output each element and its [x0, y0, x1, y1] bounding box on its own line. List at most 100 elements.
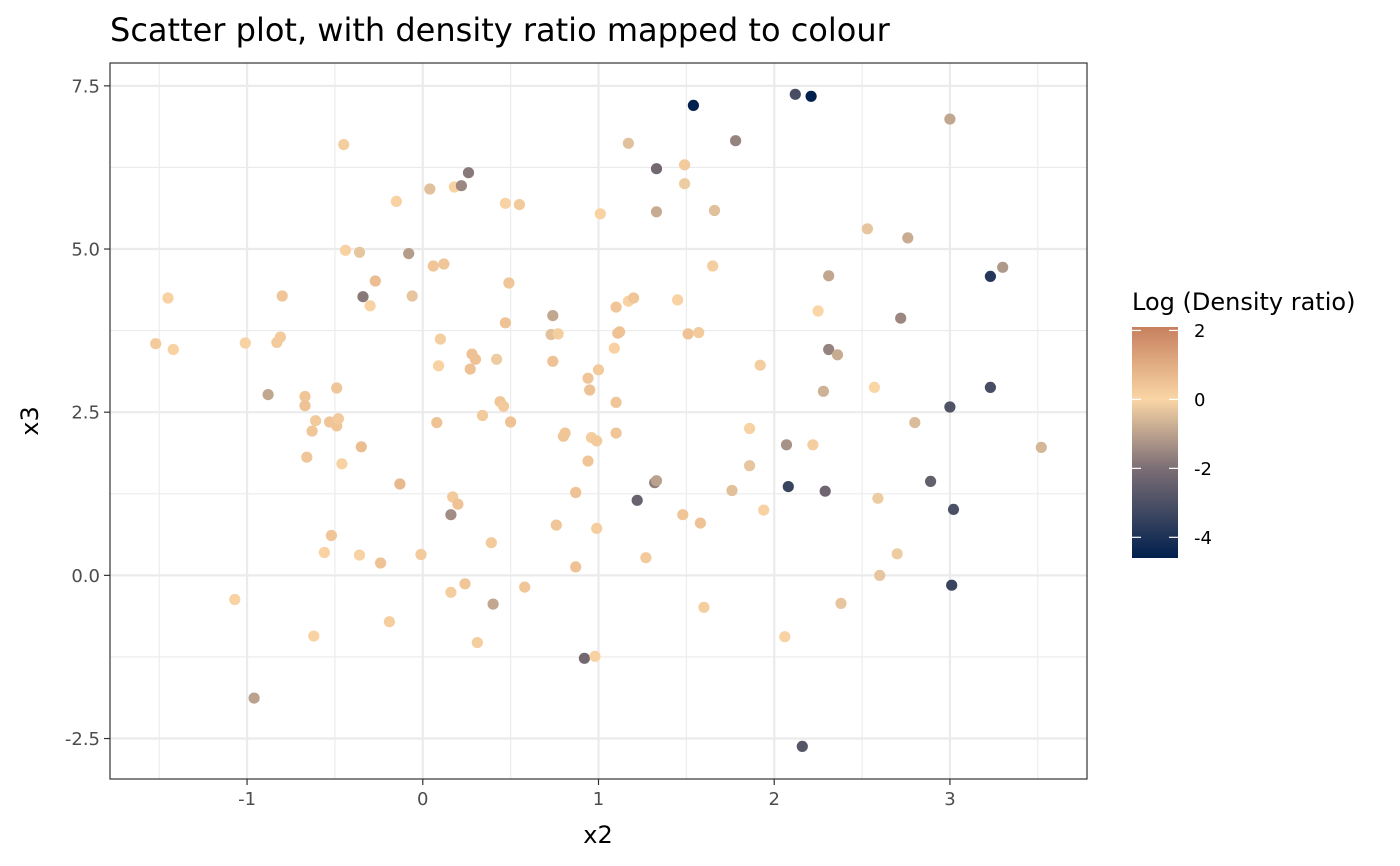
data-point — [779, 631, 791, 643]
data-point — [578, 652, 591, 664]
data-point — [505, 416, 517, 428]
data-point — [944, 401, 956, 413]
data-point — [262, 389, 274, 401]
y-tick-label: 5.0 — [71, 240, 100, 261]
data-point — [650, 206, 663, 218]
data-point — [471, 637, 483, 649]
data-point — [336, 458, 348, 470]
data-point — [591, 522, 603, 535]
data-point — [895, 312, 907, 324]
data-point — [610, 396, 622, 408]
data-point — [325, 529, 337, 542]
data-point — [476, 409, 489, 422]
data-point — [730, 135, 742, 147]
y-tick-label: 2.5 — [71, 403, 100, 424]
x-tick-label: -1 — [238, 789, 256, 810]
y-tick-label: 7.5 — [71, 76, 100, 97]
data-point — [485, 537, 497, 549]
data-point — [823, 270, 835, 282]
data-point — [744, 460, 756, 472]
data-point — [355, 441, 367, 453]
data-point — [427, 260, 439, 272]
data-point — [150, 338, 162, 350]
data-point — [782, 481, 794, 493]
data-point — [353, 246, 366, 258]
chart-title: Scatter plot, with density ratio mapped … — [110, 11, 891, 49]
data-point — [677, 509, 689, 521]
data-point — [499, 197, 511, 209]
legend-break-label: -2 — [1194, 459, 1212, 480]
x-axis-title: x2 — [583, 821, 612, 849]
data-point — [452, 498, 464, 510]
data-point — [383, 616, 395, 628]
data-point — [318, 546, 330, 559]
legend-break-label: -4 — [1194, 528, 1212, 549]
data-point — [682, 328, 694, 340]
data-point — [299, 390, 311, 403]
data-point — [331, 382, 343, 394]
data-point — [831, 349, 844, 361]
data-point — [622, 137, 635, 149]
data-point — [276, 290, 288, 302]
data-point — [339, 244, 352, 256]
data-point — [582, 455, 594, 467]
data-point — [332, 413, 344, 425]
data-point — [628, 292, 640, 304]
data-point — [513, 199, 526, 211]
data-point — [364, 300, 376, 312]
data-point — [403, 248, 415, 260]
data-point — [946, 579, 958, 591]
data-point — [353, 549, 366, 561]
data-point — [162, 292, 174, 304]
data-point — [570, 486, 582, 499]
data-point — [301, 451, 313, 463]
color-legend: Log (Density ratio) 2 0 -2 -4 — [1132, 288, 1355, 558]
data-point — [459, 578, 471, 590]
data-point — [789, 88, 801, 100]
data-point — [984, 381, 997, 393]
data-point — [503, 277, 515, 289]
legend-colorbar — [1132, 327, 1178, 558]
data-point — [707, 260, 719, 272]
data-point — [357, 291, 369, 303]
data-point — [758, 504, 770, 516]
x-tick-label: 0 — [417, 789, 428, 810]
data-point — [274, 331, 286, 343]
data-point — [547, 355, 559, 367]
data-point — [812, 305, 824, 317]
data-point — [547, 310, 559, 322]
data-point — [944, 113, 956, 125]
data-point — [394, 478, 406, 490]
data-point — [248, 692, 260, 704]
y-tick-label: -2.5 — [65, 729, 100, 750]
data-point — [823, 343, 835, 356]
x-tick-label: 1 — [593, 789, 604, 810]
data-point — [498, 400, 510, 412]
data-point — [338, 139, 350, 151]
data-point — [947, 503, 960, 515]
data-point — [817, 385, 830, 397]
data-point — [431, 417, 443, 429]
data-point — [672, 294, 684, 306]
data-point — [306, 425, 318, 437]
data-point — [591, 435, 603, 447]
data-point — [462, 167, 475, 179]
data-point — [925, 475, 937, 487]
data-point — [239, 337, 251, 349]
data-point — [594, 208, 606, 220]
data-point — [552, 328, 564, 340]
legend-title: Log (Density ratio) — [1132, 288, 1355, 316]
data-point — [640, 552, 652, 564]
data-point — [369, 275, 381, 287]
data-point — [519, 581, 531, 593]
data-point — [167, 343, 179, 356]
data-point — [902, 232, 914, 244]
data-point — [424, 183, 436, 195]
data-point — [687, 99, 700, 111]
data-point — [610, 301, 622, 313]
major-gridlines — [110, 63, 1087, 779]
data-point — [434, 333, 446, 345]
data-point — [445, 509, 457, 521]
data-point — [390, 195, 402, 207]
